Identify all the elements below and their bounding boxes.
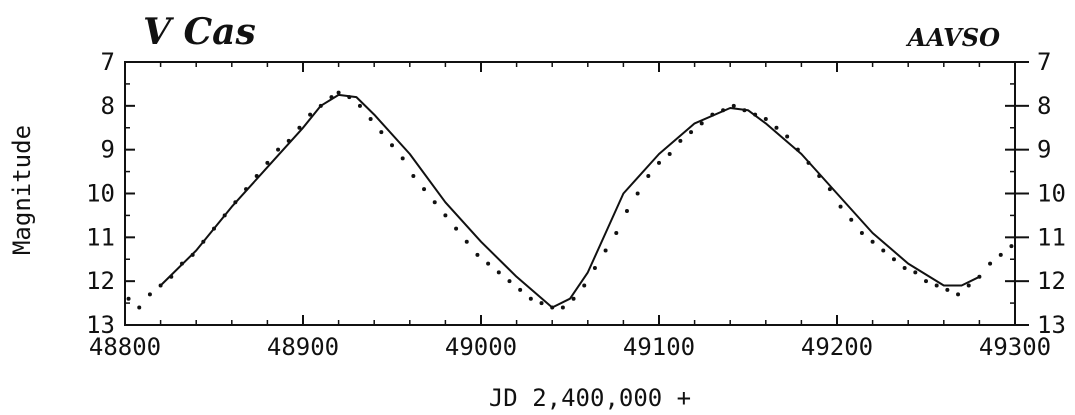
data-point — [635, 191, 640, 196]
x-tick-label: 49300 — [979, 333, 1051, 361]
data-point — [881, 248, 886, 253]
x-axis-label: JD 2,400,000 + — [489, 384, 691, 412]
data-point — [646, 173, 651, 178]
data-point — [934, 283, 939, 288]
x-tick-label: 48900 — [267, 333, 339, 361]
plot-frame — [124, 61, 1016, 326]
data-point — [849, 217, 854, 222]
data-point — [966, 283, 971, 288]
y-tick-label-left: 13 — [86, 311, 115, 339]
data-point — [432, 200, 437, 205]
y-tick-label-right: 10 — [1037, 180, 1066, 208]
data-point — [411, 173, 416, 178]
x-tick-label: 49200 — [801, 333, 873, 361]
data-point — [475, 252, 480, 257]
data-point — [924, 279, 928, 284]
y-tick-label-left: 11 — [86, 223, 115, 251]
data-point — [870, 239, 875, 244]
x-tick-label: 49100 — [623, 333, 695, 361]
y-tick-label-right: 7 — [1037, 48, 1051, 76]
data-point — [838, 204, 843, 209]
data-point — [763, 116, 768, 121]
data-point — [297, 125, 302, 130]
data-point — [859, 230, 864, 235]
data-point — [603, 248, 608, 253]
data-point — [614, 230, 619, 235]
data-point — [945, 287, 950, 292]
data-point — [528, 296, 533, 301]
data-point — [464, 239, 469, 244]
data-point — [518, 287, 523, 292]
data-point — [400, 156, 405, 161]
data-point — [368, 116, 373, 121]
data-point — [496, 270, 501, 275]
source-label: AAVSO — [906, 23, 1000, 52]
data-point — [902, 266, 907, 271]
x-tick-label: 49000 — [445, 333, 517, 361]
data-point — [667, 152, 672, 157]
data-point — [390, 143, 394, 148]
data-point — [731, 103, 736, 108]
data-point — [443, 213, 448, 218]
x-tick-label: 48800 — [89, 333, 161, 361]
y-tick-label-left: 8 — [101, 92, 115, 120]
y-tick-label-left: 12 — [86, 267, 115, 295]
data-point — [308, 112, 313, 117]
data-point — [678, 138, 683, 143]
data-point — [913, 270, 918, 275]
data-point — [336, 90, 341, 95]
data-point — [276, 147, 281, 152]
data-point — [486, 261, 491, 266]
data-point — [560, 305, 565, 310]
data-point — [689, 130, 694, 135]
data-point — [785, 134, 790, 139]
mean-curve-line — [159, 93, 980, 309]
data-point — [1009, 244, 1014, 249]
data-point — [582, 283, 587, 288]
y-tick-label-right: 12 — [1037, 267, 1066, 295]
data-point — [454, 226, 459, 231]
y-tick-label-left: 10 — [86, 180, 115, 208]
data-point — [774, 125, 779, 130]
data-point — [379, 130, 384, 135]
data-point — [147, 292, 152, 297]
y-tick-label-right: 8 — [1037, 92, 1051, 120]
y-tick-label-right: 11 — [1037, 223, 1066, 251]
smoothed-curve — [159, 93, 980, 309]
axis-ticks: 48800 48900 49000 49100 49200 49300 7 7 8 8 9 9 10 10… — [86, 48, 1066, 361]
data-point — [571, 296, 576, 301]
data-point — [956, 292, 961, 297]
data-point — [422, 187, 427, 192]
y-tick-label-right: 9 — [1037, 136, 1051, 164]
data-point — [137, 305, 142, 310]
data-point — [126, 296, 131, 301]
data-point — [624, 209, 629, 214]
data-point — [988, 261, 993, 266]
y-tick-label-left: 9 — [101, 136, 115, 164]
observation-points — [126, 90, 1014, 310]
data-point — [592, 266, 597, 271]
y-tick-label-left: 7 — [101, 48, 115, 76]
plot-border — [124, 61, 1016, 326]
data-point — [657, 160, 661, 165]
chart-title: V Cas — [143, 11, 256, 53]
data-point — [699, 121, 704, 126]
data-point — [998, 252, 1003, 257]
y-tick-label-right: 13 — [1037, 311, 1066, 339]
data-point — [357, 103, 362, 108]
data-point — [507, 279, 512, 284]
data-point — [891, 257, 896, 262]
data-point — [265, 160, 270, 165]
y-axis-label: Magnitude — [8, 125, 36, 255]
data-point — [539, 301, 544, 306]
